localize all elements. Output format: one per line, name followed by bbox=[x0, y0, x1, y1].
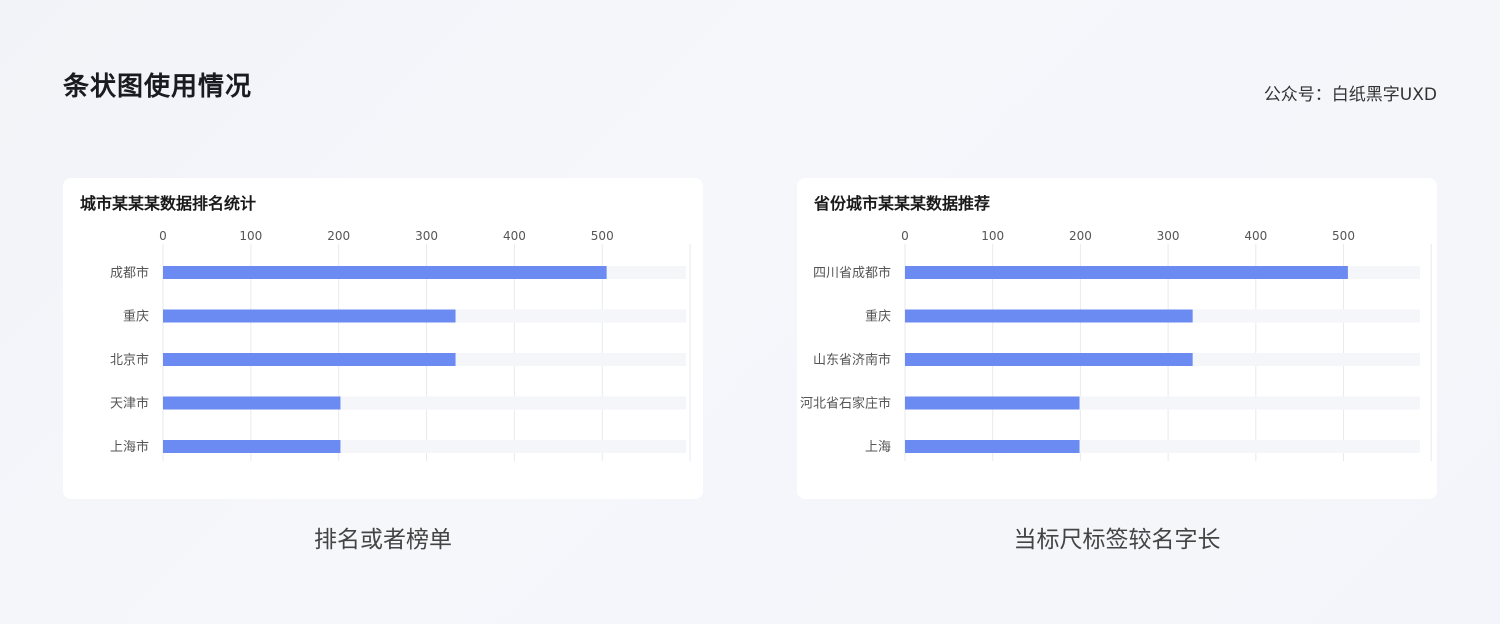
bar bbox=[163, 309, 456, 323]
chart-title: 省份城市某某某数据推荐 bbox=[814, 194, 991, 213]
category-label: 重庆 bbox=[865, 309, 891, 325]
bar bbox=[163, 353, 456, 366]
category-label: 山东省济南市 bbox=[813, 352, 891, 368]
chart-card-province: 省份城市某某某数据推荐 0 100 200 300 400 500 四川省成都市重庆山东省济… bbox=[797, 178, 1437, 499]
bar bbox=[163, 396, 341, 410]
bar bbox=[163, 440, 341, 453]
category-label: 成都市 bbox=[110, 265, 149, 281]
category-label: 上海市 bbox=[110, 439, 149, 455]
caption-ranking: 排名或者榜单 bbox=[314, 527, 452, 553]
category-label: 河北省石家庄市 bbox=[800, 396, 891, 412]
bar bbox=[905, 266, 1348, 279]
caption-long-label: 当标尺标签较名字长 bbox=[1013, 527, 1221, 553]
bar bbox=[905, 309, 1193, 323]
category-label: 上海 bbox=[865, 440, 891, 455]
tick-label: 0 bbox=[159, 229, 167, 243]
category-label: 重庆 bbox=[123, 309, 149, 325]
tick-label: 200 bbox=[1069, 229, 1092, 243]
tick-label: 100 bbox=[981, 229, 1004, 243]
tick-label: 200 bbox=[327, 229, 350, 243]
tick-label: 500 bbox=[1332, 229, 1355, 243]
chart-card-ranking: 城市某某某数据排名统计 0 100 200 300 400 500 成都市重庆北京市天津市上… bbox=[63, 178, 703, 499]
page-title: 条状图使用情况 bbox=[63, 72, 253, 102]
gridlines bbox=[162, 244, 691, 461]
tick-label: 500 bbox=[591, 229, 614, 243]
gridlines bbox=[904, 244, 1432, 461]
category-label: 天津市 bbox=[110, 396, 149, 412]
bar bbox=[163, 266, 607, 279]
bar bbox=[905, 396, 1080, 410]
tick-label: 100 bbox=[239, 229, 262, 243]
tick-label: 400 bbox=[503, 229, 526, 243]
bar bbox=[905, 353, 1193, 366]
category-label: 北京市 bbox=[110, 352, 149, 368]
tick-label: 0 bbox=[901, 229, 909, 243]
chart-title: 城市某某某数据排名统计 bbox=[80, 194, 257, 213]
category-label: 四川省成都市 bbox=[813, 265, 891, 281]
tick-label: 400 bbox=[1244, 229, 1267, 243]
tick-label: 300 bbox=[1157, 229, 1180, 243]
bar bbox=[905, 440, 1080, 453]
tick-label: 300 bbox=[415, 229, 438, 243]
account-label: 公众号：白纸黑字UXD bbox=[1263, 85, 1437, 105]
